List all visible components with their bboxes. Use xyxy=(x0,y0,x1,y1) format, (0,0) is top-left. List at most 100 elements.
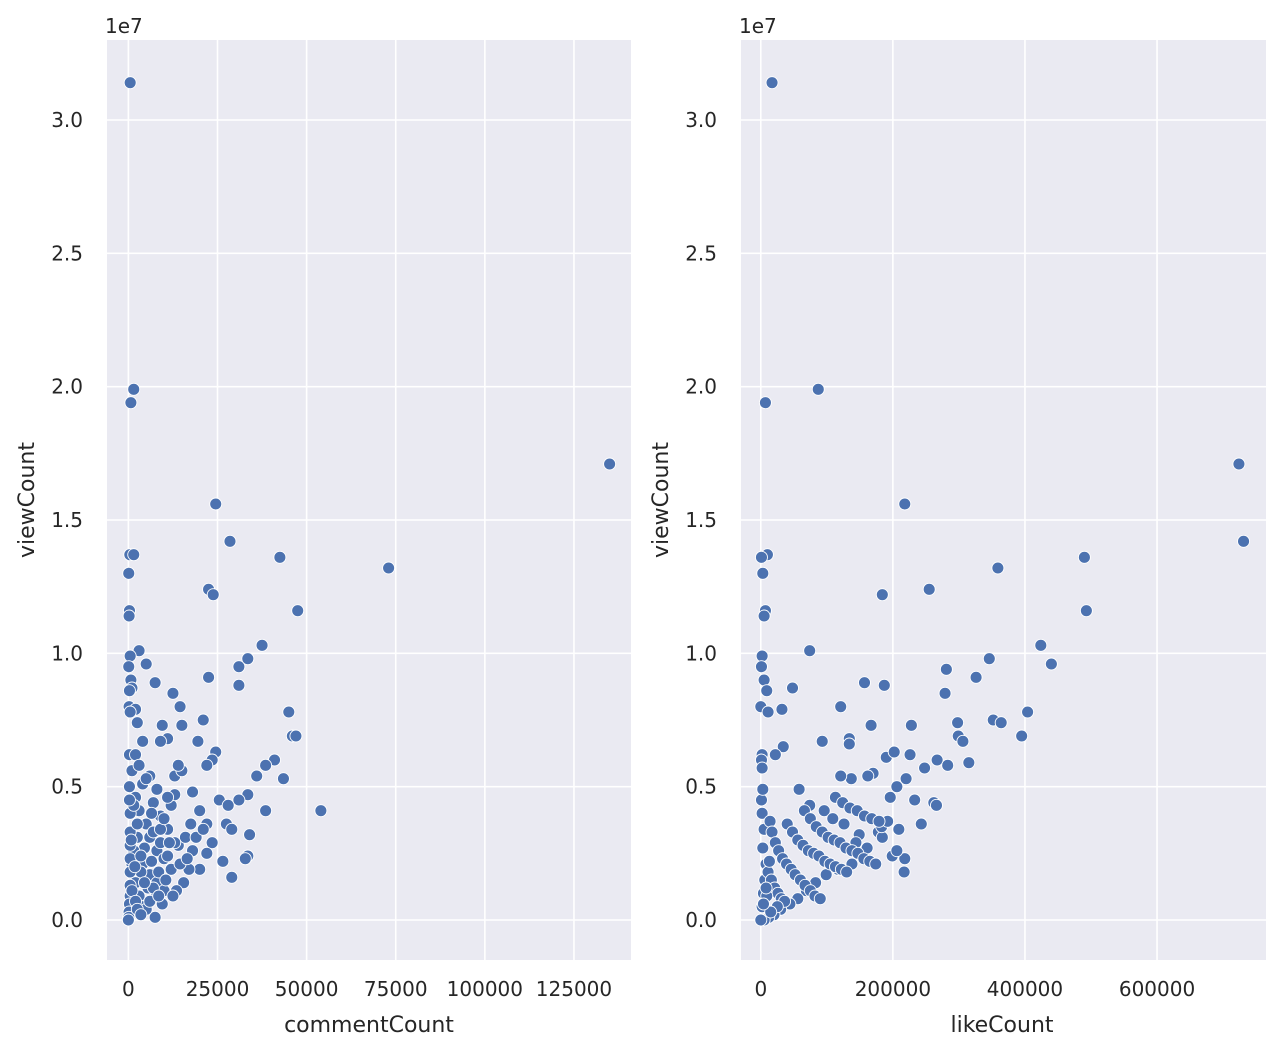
left-data-point xyxy=(221,798,235,812)
left-x-axis-label: commentCount xyxy=(284,1013,454,1038)
right-data-point xyxy=(922,582,936,596)
left-data-point xyxy=(191,734,205,748)
right-data-point xyxy=(991,561,1005,575)
left-data-point xyxy=(161,790,175,804)
left-data-point xyxy=(150,782,164,796)
left-data-point xyxy=(162,836,176,850)
right-ytick-label: 0.0 xyxy=(685,908,717,932)
left-data-point xyxy=(122,660,136,674)
left-y-offset-label: 1e7 xyxy=(105,14,143,38)
right-data-point xyxy=(755,550,768,564)
right-data-point xyxy=(1077,550,1091,564)
left-data-point xyxy=(186,785,200,799)
right-data-point xyxy=(875,830,889,844)
left-ytick-label: 2.0 xyxy=(51,375,83,399)
left-data-point xyxy=(196,822,210,836)
left-data-point xyxy=(178,830,192,844)
left-plot-area xyxy=(107,40,631,960)
left-data-point xyxy=(180,852,194,866)
right-ytick-label: 2.5 xyxy=(685,241,717,265)
left-points xyxy=(121,76,617,927)
left-data-point xyxy=(205,836,219,850)
right-x-axis-label: likeCount xyxy=(950,1013,1053,1038)
right-data-point xyxy=(1021,705,1035,719)
left-data-point xyxy=(123,705,137,719)
right-data-point xyxy=(1232,457,1246,471)
right-data-point xyxy=(792,782,806,796)
left-data-point xyxy=(206,588,220,602)
right-data-point xyxy=(994,716,1008,730)
right-data-point xyxy=(755,793,768,807)
left-data-point xyxy=(123,780,136,794)
left-data-point xyxy=(134,908,148,922)
right-data-point xyxy=(890,844,904,858)
right-data-point xyxy=(1079,604,1093,618)
right-data-point xyxy=(761,705,775,719)
left-data-point xyxy=(123,684,136,698)
right-data-point xyxy=(756,782,770,796)
right-data-point xyxy=(918,761,932,775)
right-y-axis-label: viewCount xyxy=(649,442,674,558)
left-data-point xyxy=(161,849,175,863)
left-data-point xyxy=(128,860,142,874)
left-data-point xyxy=(146,796,160,810)
right-data-point xyxy=(834,700,848,714)
right-data-point xyxy=(951,716,965,730)
left-ytick-label: 0.0 xyxy=(51,908,83,932)
left-ytick-labels: 0.0 0.5 1.0 1.5 2.0 2.5 3.0 xyxy=(51,108,83,932)
left-data-point xyxy=(154,734,167,748)
right-data-point xyxy=(869,857,883,871)
right-data-point xyxy=(930,798,943,812)
left-ytick-label: 3.0 xyxy=(51,108,83,132)
right-data-point xyxy=(914,817,928,831)
left-data-point xyxy=(127,548,141,562)
right-data-point xyxy=(775,702,789,716)
right-points xyxy=(754,76,1250,927)
left-data-point xyxy=(289,729,303,743)
left-data-point xyxy=(124,396,138,410)
right-data-point xyxy=(840,865,854,879)
right-data-point xyxy=(826,812,840,826)
right-data-point xyxy=(962,756,976,770)
right-xtick-label: 600000 xyxy=(1119,977,1195,1001)
right-data-point xyxy=(842,737,856,751)
right-data-point xyxy=(754,913,768,927)
right-data-point xyxy=(817,804,831,818)
right-data-point xyxy=(904,718,918,732)
right-data-point xyxy=(811,382,825,396)
right-data-point xyxy=(776,740,790,754)
left-data-point xyxy=(139,657,153,671)
left-data-point xyxy=(122,566,136,580)
left-data-point xyxy=(216,854,230,868)
right-data-point xyxy=(899,772,913,786)
right-data-point xyxy=(786,681,799,695)
right-data-point xyxy=(764,905,778,919)
left-ytick-label: 0.5 xyxy=(51,775,83,799)
right-xtick-label: 200000 xyxy=(855,977,931,1001)
right-data-point xyxy=(969,670,983,684)
right-data-point xyxy=(765,825,779,839)
left-data-point xyxy=(173,700,187,714)
right-data-point xyxy=(1237,534,1250,548)
left-data-point xyxy=(127,382,141,396)
left-data-point xyxy=(232,660,246,674)
left-data-point xyxy=(382,561,396,575)
left-data-point xyxy=(152,889,166,903)
right-data-point xyxy=(755,806,769,820)
right-data-point xyxy=(834,769,848,783)
left-data-point xyxy=(175,718,189,732)
right-panel: 0 200000 400000 600000 0.0 0.5 1.0 1.5 2.0 2.5 3.… xyxy=(649,14,1266,1038)
right-data-point xyxy=(757,673,771,687)
left-data-point xyxy=(238,852,252,866)
left-data-point xyxy=(255,638,269,652)
right-data-point xyxy=(757,897,770,911)
right-data-point xyxy=(883,790,897,804)
right-data-point xyxy=(1034,638,1048,652)
left-data-point xyxy=(155,718,169,732)
left-panel: 0 25000 50000 75000 100000 125000 0.0 0.5 1.0 1.… xyxy=(15,14,631,1038)
right-data-point xyxy=(844,772,858,786)
right-data-point xyxy=(898,852,912,866)
left-data-point xyxy=(291,604,305,618)
left-xtick-label: 25000 xyxy=(186,977,250,1001)
